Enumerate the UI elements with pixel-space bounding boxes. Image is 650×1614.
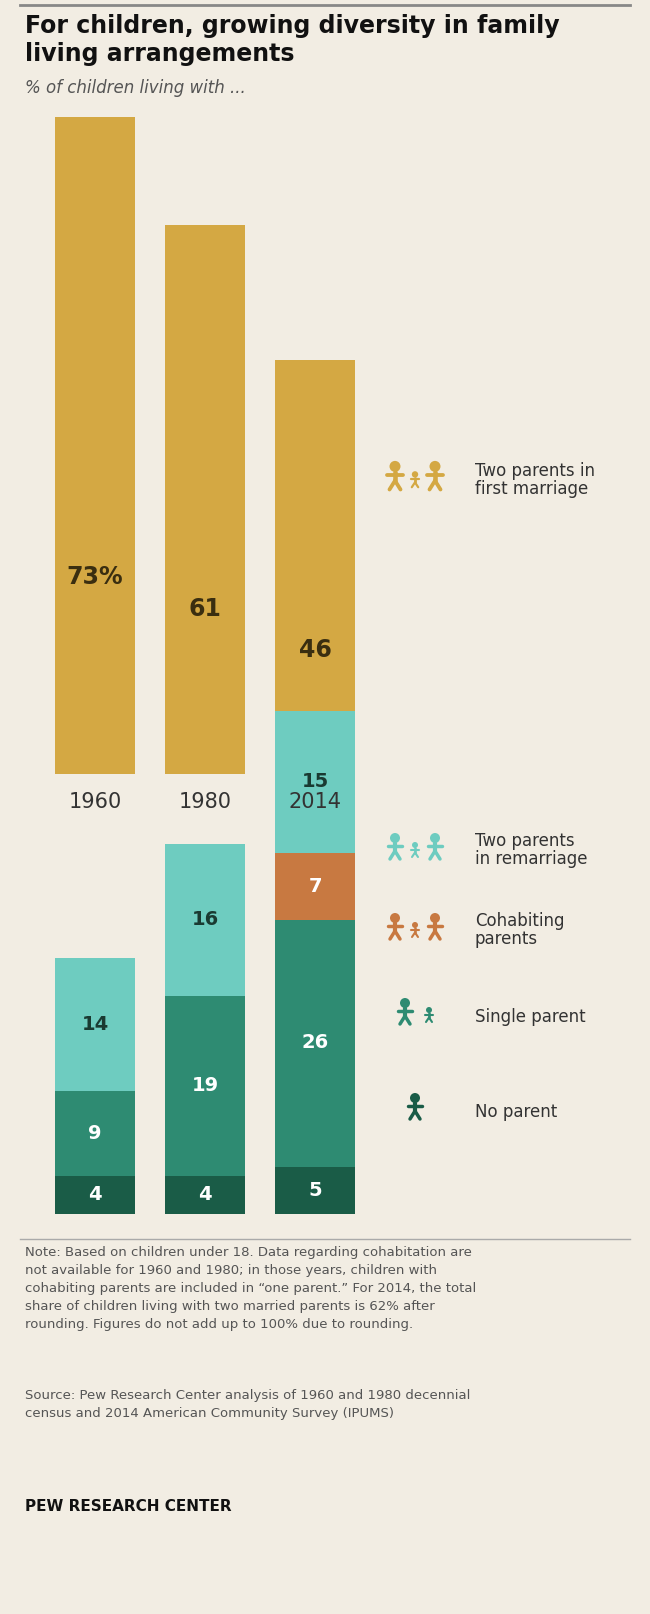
Bar: [55, 957, 135, 1091]
Text: 1980: 1980: [179, 792, 231, 812]
Bar: [165, 1177, 245, 1214]
Text: 7: 7: [308, 876, 322, 896]
Bar: [165, 996, 245, 1177]
Circle shape: [412, 922, 418, 928]
Text: 2014: 2014: [289, 792, 341, 812]
Text: 46: 46: [298, 638, 332, 662]
Text: parents: parents: [475, 930, 538, 947]
Text: % of children living with ...: % of children living with ...: [25, 79, 246, 97]
Text: Two parents: Two parents: [475, 831, 575, 851]
Text: 26: 26: [302, 1033, 329, 1052]
Text: 73%: 73%: [67, 565, 124, 589]
Text: Source: Pew Research Center analysis of 1960 and 1980 decennial
census and 2014 : Source: Pew Research Center analysis of …: [25, 1390, 471, 1420]
Text: No parent: No parent: [475, 1102, 557, 1122]
Bar: [55, 116, 135, 775]
Text: 5: 5: [308, 1181, 322, 1199]
Text: in remarriage: in remarriage: [475, 851, 588, 868]
Circle shape: [412, 843, 418, 847]
Text: first marriage: first marriage: [475, 479, 588, 499]
Text: 4: 4: [88, 1186, 102, 1204]
Circle shape: [426, 1007, 432, 1014]
Text: PEW RESEARCH CENTER: PEW RESEARCH CENTER: [25, 1499, 231, 1514]
Text: For children, growing diversity in family: For children, growing diversity in famil…: [25, 15, 560, 39]
Bar: [165, 224, 245, 775]
Text: Single parent: Single parent: [475, 1009, 586, 1027]
Text: 9: 9: [88, 1123, 102, 1143]
Text: Note: Based on children under 18. Data regarding cohabitation are
not available : Note: Based on children under 18. Data r…: [25, 1246, 476, 1332]
Circle shape: [430, 462, 441, 471]
Text: Two parents in: Two parents in: [475, 462, 595, 479]
Bar: [55, 1177, 135, 1214]
Bar: [275, 360, 355, 775]
Text: 16: 16: [191, 910, 218, 930]
Text: 61: 61: [188, 597, 222, 621]
Bar: [275, 854, 355, 920]
Circle shape: [430, 914, 440, 923]
Circle shape: [390, 833, 400, 843]
Bar: [165, 844, 245, 996]
Bar: [55, 1091, 135, 1177]
Bar: [275, 710, 355, 854]
Circle shape: [430, 833, 440, 843]
Text: 14: 14: [81, 1015, 109, 1033]
Circle shape: [389, 462, 400, 471]
Text: 4: 4: [198, 1186, 212, 1204]
Circle shape: [390, 914, 400, 923]
Text: 15: 15: [302, 771, 329, 791]
Text: 1960: 1960: [68, 792, 122, 812]
Bar: [275, 1167, 355, 1214]
Circle shape: [410, 1093, 420, 1102]
Text: living arrangements: living arrangements: [25, 42, 294, 66]
Text: 19: 19: [192, 1077, 218, 1096]
Text: Cohabiting: Cohabiting: [475, 912, 564, 930]
Circle shape: [400, 997, 410, 1009]
Bar: [275, 920, 355, 1167]
Circle shape: [412, 471, 418, 478]
